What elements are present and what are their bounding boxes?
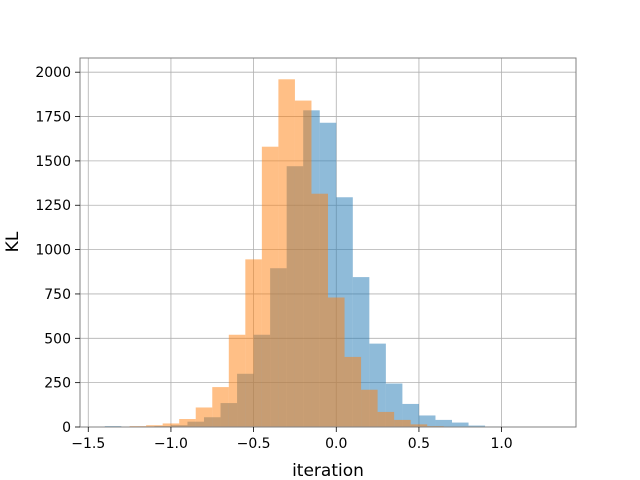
histogram-bar-series-2 bbox=[146, 425, 163, 427]
y-tick-label: 1750 bbox=[35, 110, 71, 126]
x-tick-label: −0.5 bbox=[237, 436, 271, 452]
bars-layer bbox=[104, 79, 519, 428]
y-tick-label: 750 bbox=[44, 287, 71, 303]
histogram-bar-series-2 bbox=[344, 356, 362, 427]
histogram-bar-series-2 bbox=[212, 387, 229, 427]
x-tick-label: 1.0 bbox=[490, 436, 512, 452]
histogram-bar-series-2 bbox=[278, 79, 295, 428]
x-tick-label: −1.0 bbox=[154, 436, 188, 452]
y-tick-label: 1000 bbox=[35, 243, 71, 259]
histogram-bar-series-2 bbox=[261, 146, 279, 428]
histogram-bar-series-2 bbox=[311, 193, 328, 427]
histogram-bar-series-2 bbox=[361, 389, 378, 427]
histogram-bar-series-2 bbox=[179, 419, 196, 427]
histogram-bar-series-1 bbox=[468, 425, 486, 427]
y-tick-label: 250 bbox=[44, 376, 71, 392]
histogram-bar-series-1 bbox=[435, 419, 452, 427]
y-tick-label: 1250 bbox=[35, 198, 71, 214]
histogram-bar-series-2 bbox=[162, 423, 180, 427]
histogram-bar-series-2 bbox=[377, 411, 395, 427]
histogram-bar-series-2 bbox=[245, 259, 262, 427]
y-tick-label: 2000 bbox=[35, 65, 71, 81]
histogram-bar-series-1 bbox=[452, 422, 469, 427]
y-tick-label: 500 bbox=[44, 331, 71, 347]
x-tick-label: 0.5 bbox=[408, 436, 430, 452]
x-axis-label: iteration bbox=[292, 461, 364, 480]
histogram-bar-series-2 bbox=[228, 334, 246, 427]
histogram-bar-series-2 bbox=[294, 100, 312, 428]
histogram-bar-series-2 bbox=[394, 419, 411, 427]
y-axis-label: KL bbox=[3, 231, 23, 252]
histogram-bar-series-2 bbox=[195, 407, 213, 427]
histogram-bar-series-2 bbox=[328, 297, 345, 427]
plot-frame bbox=[79, 57, 577, 428]
ticks-layer: −1.5 −1.0 −0.5 0.0 0.5 1.0 0 250 500 750 1000 1250 1… bbox=[35, 65, 512, 452]
x-tick-label: −1.5 bbox=[71, 436, 105, 452]
histogram-bar-series-2 bbox=[410, 424, 428, 427]
y-tick-label: 0 bbox=[62, 420, 71, 436]
x-tick-label: 0.0 bbox=[325, 436, 347, 452]
histogram-bar-series-1 bbox=[418, 415, 436, 427]
y-tick-label: 1500 bbox=[35, 154, 71, 170]
